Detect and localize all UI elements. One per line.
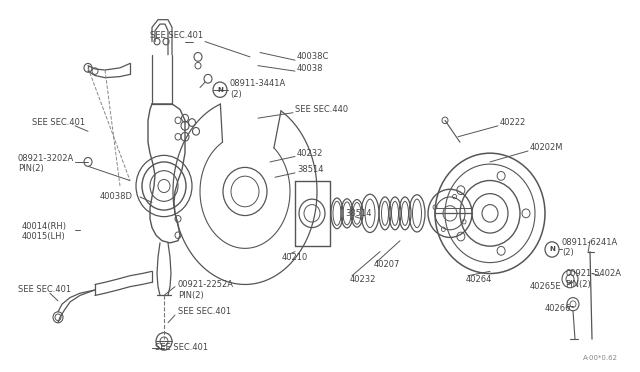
Text: 40265E: 40265E bbox=[530, 282, 562, 291]
Text: SEE SEC.401: SEE SEC.401 bbox=[32, 118, 85, 127]
Text: 08921-3202A: 08921-3202A bbox=[18, 154, 74, 163]
Text: 40038D: 40038D bbox=[100, 192, 133, 202]
Text: 40015(LH): 40015(LH) bbox=[22, 232, 66, 241]
Text: SEE SEC.401: SEE SEC.401 bbox=[155, 343, 208, 352]
Text: 38514: 38514 bbox=[345, 209, 371, 218]
Text: PIN(2): PIN(2) bbox=[565, 280, 591, 289]
Text: SEE SEC.401: SEE SEC.401 bbox=[150, 31, 203, 39]
Text: SEE SEC.440: SEE SEC.440 bbox=[295, 105, 348, 114]
Text: 00921-5402A: 00921-5402A bbox=[565, 269, 621, 278]
Text: SEE SEC.401: SEE SEC.401 bbox=[178, 307, 231, 316]
Text: 40232: 40232 bbox=[297, 149, 323, 158]
Text: 40264: 40264 bbox=[466, 275, 492, 283]
Text: 40210: 40210 bbox=[282, 253, 308, 262]
Text: 40232: 40232 bbox=[350, 275, 376, 283]
Text: 40207: 40207 bbox=[374, 260, 401, 269]
Text: PIN(2): PIN(2) bbox=[178, 291, 204, 300]
Text: A·00*0.62: A·00*0.62 bbox=[583, 355, 618, 361]
Text: SEE SEC.401: SEE SEC.401 bbox=[18, 285, 71, 295]
Text: 00921-2252A: 00921-2252A bbox=[178, 280, 234, 289]
Text: 08911-6241A: 08911-6241A bbox=[562, 238, 618, 247]
Text: N: N bbox=[549, 247, 555, 253]
Text: 40014(RH): 40014(RH) bbox=[22, 222, 67, 231]
Text: 08911-3441A: 08911-3441A bbox=[230, 78, 286, 88]
Text: 40202M: 40202M bbox=[530, 143, 563, 152]
Text: 40222: 40222 bbox=[500, 118, 526, 127]
Text: (2): (2) bbox=[562, 248, 573, 257]
Text: N: N bbox=[217, 87, 223, 93]
Text: 40266: 40266 bbox=[545, 304, 572, 313]
Text: 38514: 38514 bbox=[297, 165, 323, 174]
Text: 40038C: 40038C bbox=[297, 52, 330, 61]
Text: PIN(2): PIN(2) bbox=[18, 164, 44, 173]
Text: 40038: 40038 bbox=[297, 64, 323, 73]
Text: (2): (2) bbox=[230, 90, 242, 99]
